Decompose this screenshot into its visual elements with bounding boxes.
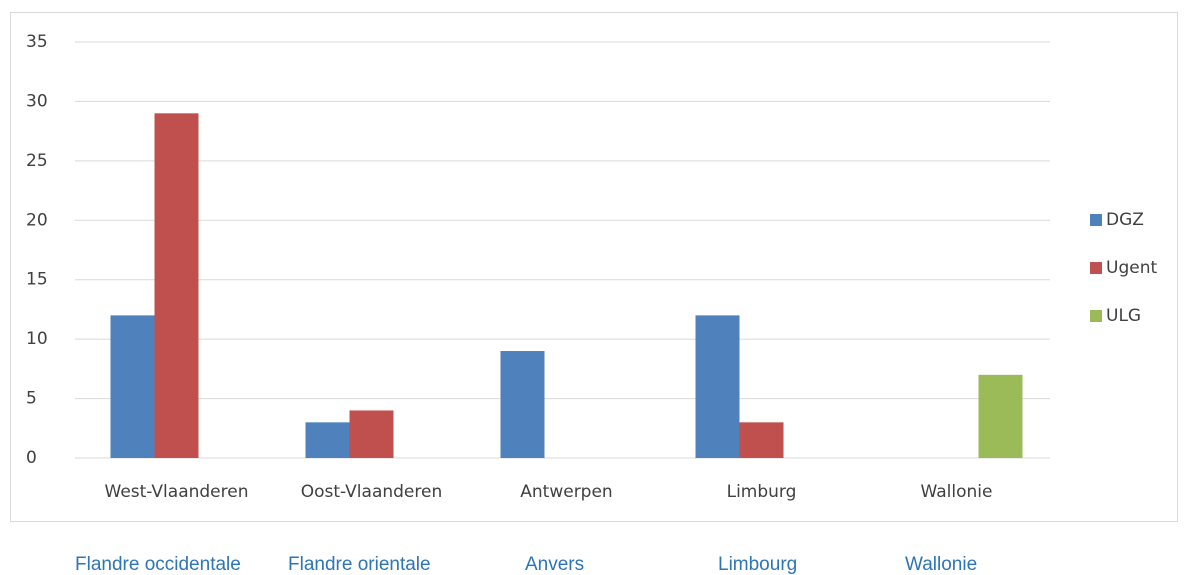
bar (739, 422, 784, 458)
y-tick-label: 25 (26, 151, 48, 171)
legend-label: ULG (1106, 306, 1141, 326)
annotation: Flandre orientale (288, 554, 431, 575)
x-tick-label: Limburg (727, 482, 797, 502)
annotation: Limbourg (718, 554, 797, 575)
y-tick-label: 10 (26, 329, 48, 349)
annotation: Flandre occidentale (75, 554, 241, 575)
bar (695, 315, 740, 458)
legend-swatch (1090, 310, 1102, 322)
annotation: Anvers (525, 554, 584, 575)
y-tick-label: 0 (26, 448, 37, 468)
bar (500, 351, 545, 458)
x-tick-label: Oost-Vlaanderen (301, 482, 443, 502)
y-tick-label: 35 (26, 32, 48, 52)
legend-label: Ugent (1106, 258, 1157, 278)
x-tick-label: Wallonie (921, 482, 993, 502)
legend-swatch (1090, 262, 1102, 274)
annotation: Wallonie (905, 554, 977, 575)
bar (349, 410, 394, 458)
bar (110, 315, 155, 458)
y-tick-label: 15 (26, 270, 48, 290)
bar (978, 374, 1023, 458)
y-tick-label: 5 (26, 389, 37, 409)
legend-swatch (1090, 214, 1102, 226)
legend-label: DGZ (1106, 210, 1144, 230)
bar (305, 422, 350, 458)
x-tick-label: West-Vlaanderen (105, 482, 249, 502)
y-tick-label: 30 (26, 91, 48, 111)
x-tick-label: Antwerpen (520, 482, 612, 502)
bar (154, 113, 199, 459)
y-tick-label: 20 (26, 210, 48, 230)
